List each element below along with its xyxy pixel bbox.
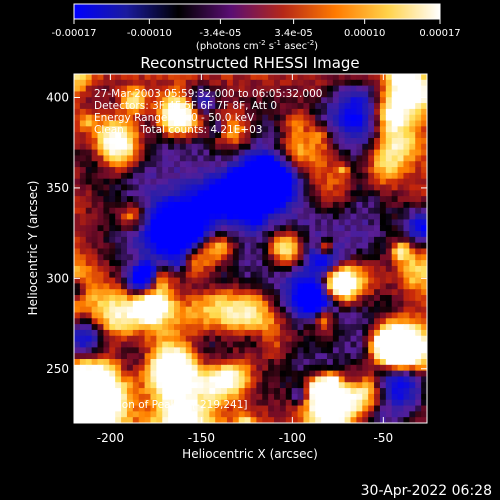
colorbar-ticks: -0.00017 -0.00010 -3.4e-05 3.4e-05 0.00010 0.… <box>52 19 461 39</box>
heatmap-image <box>74 74 427 423</box>
y-axis-label: Heliocentric Y (arcsec) <box>26 181 40 316</box>
info-annotation: 27-Mar-2003 05:59:32.000 to 06:05:32.000… <box>94 88 322 136</box>
chart-title: Reconstructed RHESSI Image <box>140 54 359 72</box>
info-line-energy: Energy Range: 25.0 - 50.0 keV <box>94 112 255 124</box>
timestamp-footer: 30-Apr-2022 06:28 <box>361 483 492 499</box>
x-axis-ticks: -200 -150 -100 -50 <box>97 74 393 445</box>
plot-frame <box>73 73 428 424</box>
colorbar-tick-label: -3.4e-05 <box>199 28 241 39</box>
y-tick-label: 250 <box>46 362 69 376</box>
info-line-detectors: Detectors: 3F 4F 5F 6F 7F 8F, Att 0 <box>94 100 277 112</box>
colorbar-tick-label: 0.00017 <box>419 28 460 39</box>
colorbar: -0.00017 -0.00010 -3.4e-05 3.4e-05 0.00010 0.… <box>52 3 461 52</box>
colorbar-tick-label: -0.00010 <box>127 28 172 39</box>
y-tick-label: 300 <box>46 271 69 285</box>
peak-position-label: Position of Peak = [-219,241] <box>94 399 248 411</box>
colorbar-tick-label: 0.00010 <box>344 28 385 39</box>
y-axis-ticks: 250 300 350 400 <box>46 91 427 376</box>
colorbar-tick-label: 3.4e-05 <box>274 28 312 39</box>
info-line-time: 27-Mar-2003 05:59:32.000 to 06:05:32.000 <box>94 88 322 100</box>
heatmap-cells <box>74 74 427 423</box>
x-tick-label: -100 <box>279 431 306 445</box>
colorbar-strip <box>73 3 441 20</box>
x-axis-label: Heliocentric X (arcsec) <box>182 447 318 461</box>
colorbar-tick-label: -0.00017 <box>52 28 97 39</box>
x-tick-label: -200 <box>97 431 124 445</box>
x-tick-label: -150 <box>188 431 215 445</box>
x-tick-label: -50 <box>374 431 394 445</box>
colorbar-units: (photons cm-2 s-1 asec-2) <box>196 39 318 52</box>
y-tick-label: 350 <box>46 181 69 195</box>
info-line-clean: Clean Total counts: 4.21E+03 <box>94 124 263 136</box>
y-tick-label: 400 <box>46 91 69 105</box>
